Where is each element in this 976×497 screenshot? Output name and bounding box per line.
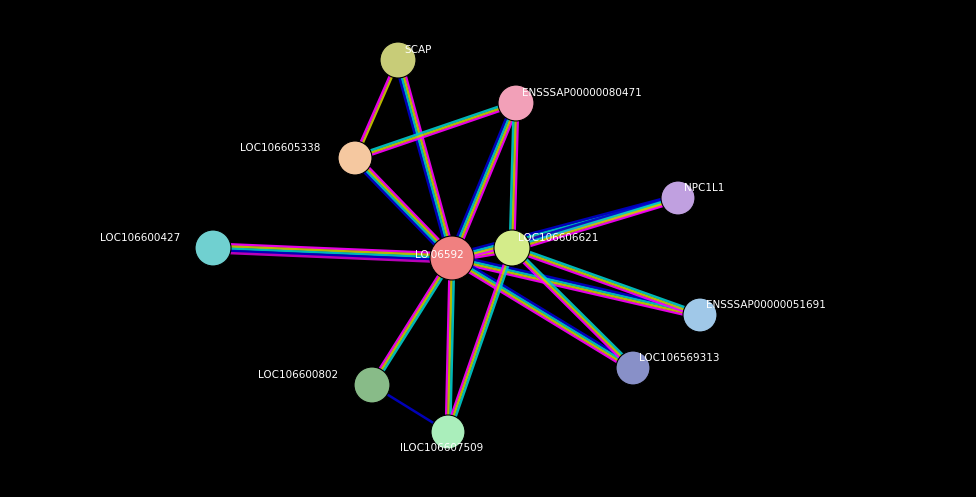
Circle shape	[354, 367, 390, 403]
Text: LOC106605338: LOC106605338	[240, 143, 320, 153]
Circle shape	[616, 351, 650, 385]
Circle shape	[661, 181, 695, 215]
Circle shape	[195, 230, 231, 266]
Text: ENSSSAP00000051691: ENSSSAP00000051691	[706, 300, 826, 310]
Circle shape	[498, 85, 534, 121]
Text: lLOC106607509: lLOC106607509	[400, 443, 483, 453]
Text: LOC106606621: LOC106606621	[518, 233, 598, 243]
Text: NPC1L1: NPC1L1	[684, 183, 724, 193]
Text: LOC106600802: LOC106600802	[258, 370, 338, 380]
Circle shape	[338, 141, 372, 175]
Text: LOC106569313: LOC106569313	[639, 353, 719, 363]
Text: LOC106600427: LOC106600427	[100, 233, 181, 243]
Text: LO 06592: LO 06592	[415, 250, 464, 260]
Circle shape	[431, 415, 465, 449]
Circle shape	[494, 230, 530, 266]
Circle shape	[683, 298, 717, 332]
Circle shape	[380, 42, 416, 78]
Text: SCAP: SCAP	[404, 45, 431, 55]
Text: ENSSSAP00000080471: ENSSSAP00000080471	[522, 88, 642, 98]
Circle shape	[430, 236, 474, 280]
